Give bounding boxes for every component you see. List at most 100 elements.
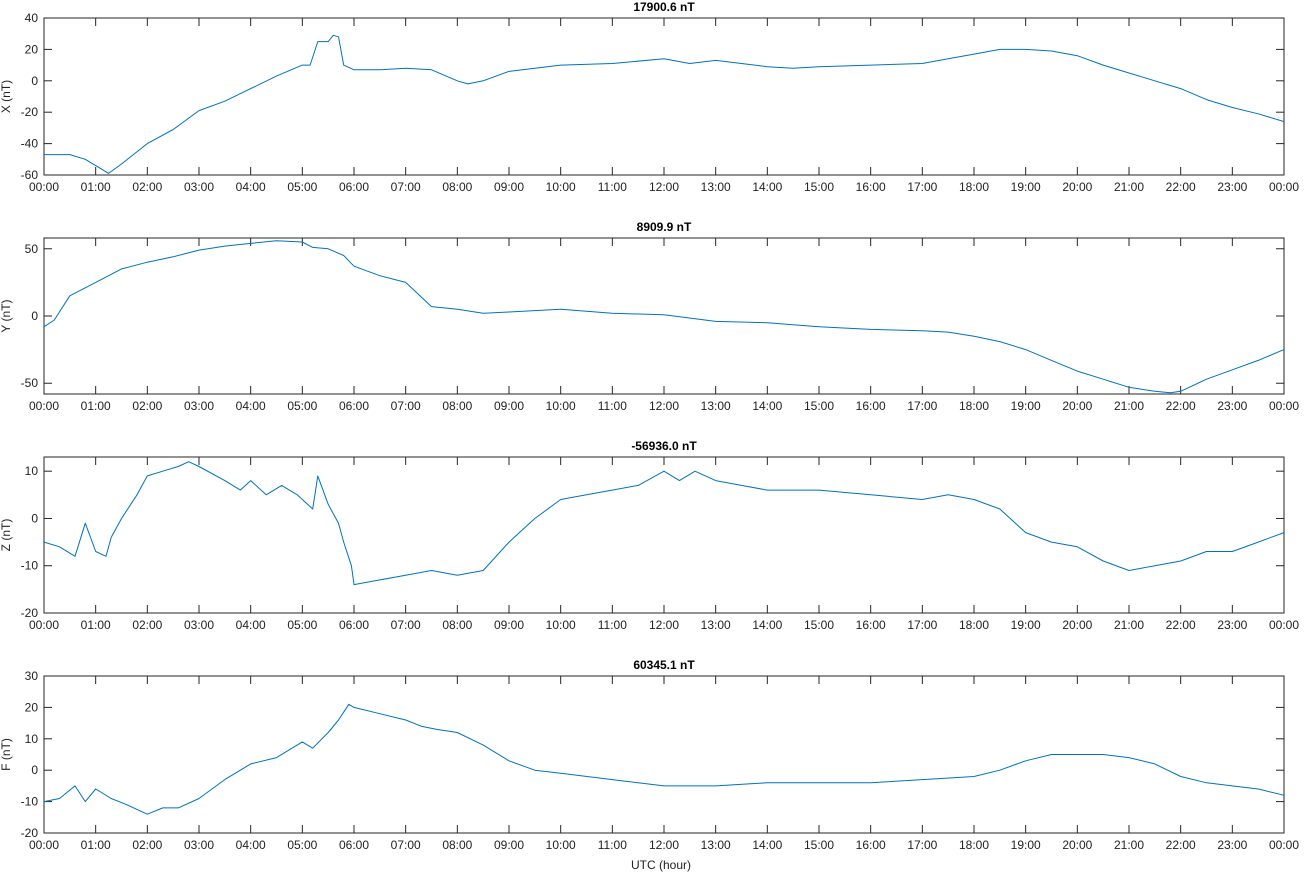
y-tick-label: -60 <box>21 168 39 182</box>
x-tick-label: 02:00 <box>132 838 162 852</box>
x-tick-label: 23:00 <box>1217 838 1247 852</box>
x-tick-label: 09:00 <box>494 180 524 194</box>
x-tick-label: 00:00 <box>1269 618 1299 632</box>
y-tick-label: 20 <box>25 42 39 56</box>
x-tick-label: 13:00 <box>701 180 731 194</box>
x-tick-label: 19:00 <box>1011 838 1041 852</box>
y-tick-label: 40 <box>25 11 39 25</box>
y-tick-label: -20 <box>21 105 39 119</box>
y-tick-label: 20 <box>25 700 39 714</box>
x-tick-label: 13:00 <box>701 618 731 632</box>
x-tick-label: 17:00 <box>907 838 937 852</box>
x-tick-label: 07:00 <box>391 838 421 852</box>
x-axis-label: UTC (hour) <box>631 858 691 872</box>
x-tick-label: 21:00 <box>1114 838 1144 852</box>
x-tick-label: 23:00 <box>1217 399 1247 413</box>
y-tick-label: -20 <box>21 826 39 840</box>
x-tick-label: 06:00 <box>339 838 369 852</box>
chart-panel-4: 60345.1 nT F (nT) 00:00 01:00 02:00 03:00 04:0… <box>0 658 1299 852</box>
x-tick-label: 08:00 <box>442 180 472 194</box>
series-line <box>43 461 1285 586</box>
x-tick-label: 19:00 <box>1011 618 1041 632</box>
x-tick-label: 08:00 <box>442 399 472 413</box>
x-tick-label: 07:00 <box>391 399 421 413</box>
y-axis-label: X (nT) <box>0 80 13 113</box>
x-tick-label: 15:00 <box>804 618 834 632</box>
x-tick-label: 05:00 <box>287 618 317 632</box>
x-tick-label: 00:00 <box>1269 399 1299 413</box>
x-tick-label: 23:00 <box>1217 180 1247 194</box>
x-tick-label: 15:00 <box>804 180 834 194</box>
x-tick-label: 05:00 <box>287 180 317 194</box>
plot-frame <box>43 456 1285 614</box>
x-tick-label: 22:00 <box>1166 838 1196 852</box>
x-tick-label: 06:00 <box>339 399 369 413</box>
x-tick-label: 16:00 <box>856 399 886 413</box>
y-tick-label: -10 <box>21 795 39 809</box>
x-tick-label: 22:00 <box>1166 180 1196 194</box>
x-tick-label: 01:00 <box>81 838 111 852</box>
y-axis-label: Y (nT) <box>0 299 13 332</box>
series-line <box>43 703 1285 815</box>
x-tick-label: 00:00 <box>29 618 59 632</box>
x-tick-label: 18:00 <box>959 399 989 413</box>
x-tick-label: 14:00 <box>752 838 782 852</box>
x-tick-label: 02:00 <box>132 618 162 632</box>
x-tick-label: 14:00 <box>752 399 782 413</box>
series-line <box>43 240 1285 394</box>
x-tick-label: 00:00 <box>29 399 59 413</box>
x-tick-label: 03:00 <box>184 399 214 413</box>
x-tick-label: 00:00 <box>1269 838 1299 852</box>
x-tick-label: 08:00 <box>442 618 472 632</box>
x-tick-label: 16:00 <box>856 838 886 852</box>
x-tick-label: 13:00 <box>701 838 731 852</box>
x-tick-label: 00:00 <box>1269 180 1299 194</box>
x-tick-label: 11:00 <box>598 399 627 413</box>
x-tick-label: 17:00 <box>907 180 937 194</box>
x-tick-label: 02:00 <box>132 399 162 413</box>
x-tick-label: 04:00 <box>236 399 266 413</box>
x-tick-label: 00:00 <box>29 838 59 852</box>
x-tick-label: 00:00 <box>29 180 59 194</box>
x-tick-label: 07:00 <box>391 618 421 632</box>
x-tick-label: 15:00 <box>804 399 834 413</box>
x-tick-label: 14:00 <box>752 180 782 194</box>
chart-title: 60345.1 nT <box>633 658 695 672</box>
y-tick-label: 30 <box>25 669 39 683</box>
x-tick-label: 04:00 <box>236 838 266 852</box>
x-tick-label: 09:00 <box>494 399 524 413</box>
y-tick-label: 0 <box>31 74 38 88</box>
chart-panel-3: -56936.0 nT Z (nT) 00:00 01:00 02:00 03:00 04:… <box>0 439 1299 632</box>
y-tick-label: 10 <box>25 464 39 478</box>
x-tick-label: 21:00 <box>1114 180 1144 194</box>
series-line <box>44 34 1285 174</box>
x-tick-label: 11:00 <box>598 180 627 194</box>
y-tick-label: -20 <box>21 606 39 620</box>
x-tick-label: 01:00 <box>81 618 111 632</box>
x-tick-label: 10:00 <box>546 618 576 632</box>
x-tick-label: 20:00 <box>1062 180 1092 194</box>
plot-frame <box>43 237 1285 395</box>
x-tick-label: 23:00 <box>1217 618 1247 632</box>
chart-panel-1: 17900.6 nT X (nT) 00:00 01:00 02:00 03:00 04:0… <box>0 0 1299 194</box>
x-tick-label: 22:00 <box>1166 618 1196 632</box>
x-tick-label: 19:00 <box>1011 180 1041 194</box>
y-tick-label: -10 <box>21 559 39 573</box>
x-tick-label: 11:00 <box>598 838 627 852</box>
x-tick-label: 12:00 <box>649 180 679 194</box>
y-axis-label: F (nT) <box>0 738 13 771</box>
x-tick-label: 02:00 <box>132 180 162 194</box>
chart-title: 17900.6 nT <box>633 0 695 14</box>
x-tick-label: 17:00 <box>907 618 937 632</box>
x-tick-label: 01:00 <box>81 399 111 413</box>
x-tick-label: 16:00 <box>856 180 886 194</box>
y-tick-label: 10 <box>25 732 39 746</box>
x-tick-label: 07:00 <box>391 180 421 194</box>
x-tick-label: 06:00 <box>339 180 369 194</box>
x-tick-label: 10:00 <box>546 180 576 194</box>
x-tick-label: 20:00 <box>1062 838 1092 852</box>
x-tick-label: 05:00 <box>287 838 317 852</box>
x-tick-label: 12:00 <box>649 618 679 632</box>
x-tick-label: 08:00 <box>442 838 472 852</box>
